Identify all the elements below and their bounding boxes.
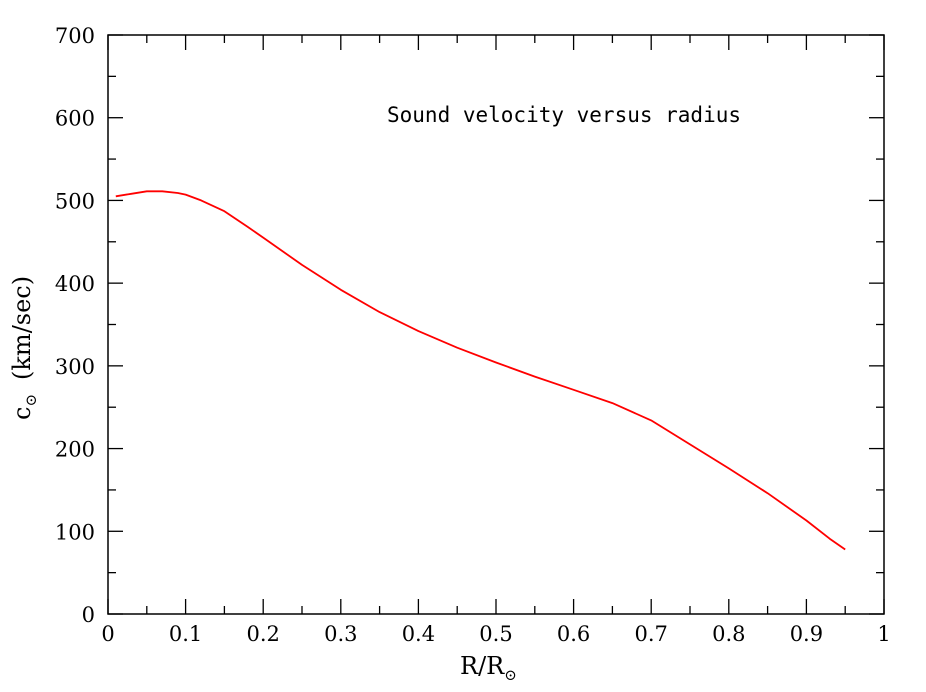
y-tick-label: 100 xyxy=(55,520,95,544)
x-axis-label-subscript: ⊙ xyxy=(504,666,517,684)
series-line xyxy=(115,190,846,551)
x-tick-label: 0.2 xyxy=(246,622,279,646)
y-axis-label-main: c xyxy=(8,407,36,420)
chart-annotation: Sound velocity versus radius xyxy=(387,103,741,127)
x-tick-label: 0.7 xyxy=(634,622,667,646)
y-tick-label: 700 xyxy=(55,24,95,48)
x-tick-label: 1 xyxy=(877,622,890,646)
x-tick-label: 0.3 xyxy=(324,622,357,646)
series-layer xyxy=(115,190,846,551)
x-axis-label: R/R⊙ xyxy=(460,652,517,684)
y-tick-label: 500 xyxy=(55,189,95,213)
y-tick-label: 600 xyxy=(55,107,95,131)
x-tick-label: 0.1 xyxy=(169,622,202,646)
x-tick-label: 0.5 xyxy=(479,622,512,646)
y-axis-label-subscript: ⊙ xyxy=(22,394,40,407)
y-axis-label: c⊙ (km/sec) xyxy=(8,276,40,420)
x-tick-label: 0.9 xyxy=(790,622,823,646)
x-tick-label: 0.6 xyxy=(557,622,590,646)
y-tick-label: 0 xyxy=(82,603,95,627)
y-axis-label-unit: (km/sec) xyxy=(8,276,36,380)
y-tick-label: 400 xyxy=(55,272,95,296)
x-tick-label: 0.8 xyxy=(712,622,745,646)
x-tick-label: 0 xyxy=(101,622,114,646)
x-tick-label: 0.4 xyxy=(402,622,435,646)
x-axis-label-main: R/R xyxy=(460,652,505,680)
y-tick-label: 300 xyxy=(55,355,95,379)
y-tick-label: 200 xyxy=(55,438,95,462)
tick-labels: 0 0.1 0.2 0.3 0.4 0.5 0.6 0.7 0.8 0.9 1 0 100 200 300 4… xyxy=(55,24,891,646)
axis-ticks xyxy=(107,34,885,615)
